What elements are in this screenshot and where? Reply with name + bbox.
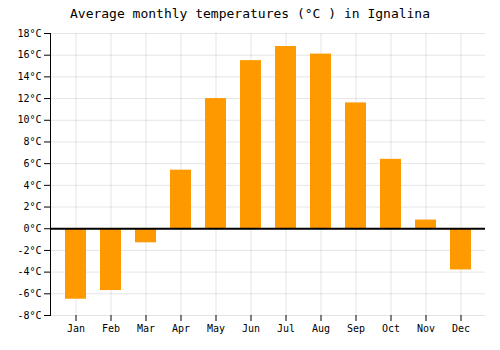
svg-text:Aug: Aug: [312, 323, 330, 334]
svg-text:Mar: Mar: [137, 323, 155, 334]
svg-text:Feb: Feb: [102, 323, 120, 334]
svg-text:Nov: Nov: [417, 323, 435, 334]
svg-text:14°C: 14°C: [17, 71, 41, 82]
svg-text:Jan: Jan: [67, 323, 85, 334]
svg-text:8°C: 8°C: [23, 136, 41, 147]
svg-text:Oct: Oct: [382, 323, 400, 334]
svg-text:4°C: 4°C: [23, 180, 41, 191]
html-text:Average monthly temperatures (: Average monthly temperatures (°C ) in Ig…: [70, 6, 430, 21]
svg-text:-8°C: -8°C: [17, 310, 41, 321]
svg-text:10°C: 10°C: [17, 114, 41, 125]
svg-text:-6°C: -6°C: [17, 288, 41, 299]
svg-text:12°C: 12°C: [17, 93, 41, 104]
svg-text:-4°C: -4°C: [17, 266, 41, 277]
svg-text:May: May: [207, 323, 225, 334]
svg-text:2°C: 2°C: [23, 201, 41, 212]
svg-text:Jul: Jul: [277, 323, 295, 334]
svg-text:16°C: 16°C: [17, 49, 41, 60]
svg-text:6°C: 6°C: [23, 158, 41, 169]
svg-text:Sep: Sep: [347, 323, 365, 334]
svg-text:Dec: Dec: [452, 323, 470, 334]
svg-text:Jun: Jun: [242, 323, 260, 334]
svg-text:Apr: Apr: [172, 323, 190, 334]
svg-text:0°C: 0°C: [23, 223, 41, 234]
svg-text:18°C: 18°C: [17, 28, 41, 39]
svg-text:-2°C: -2°C: [17, 245, 41, 256]
